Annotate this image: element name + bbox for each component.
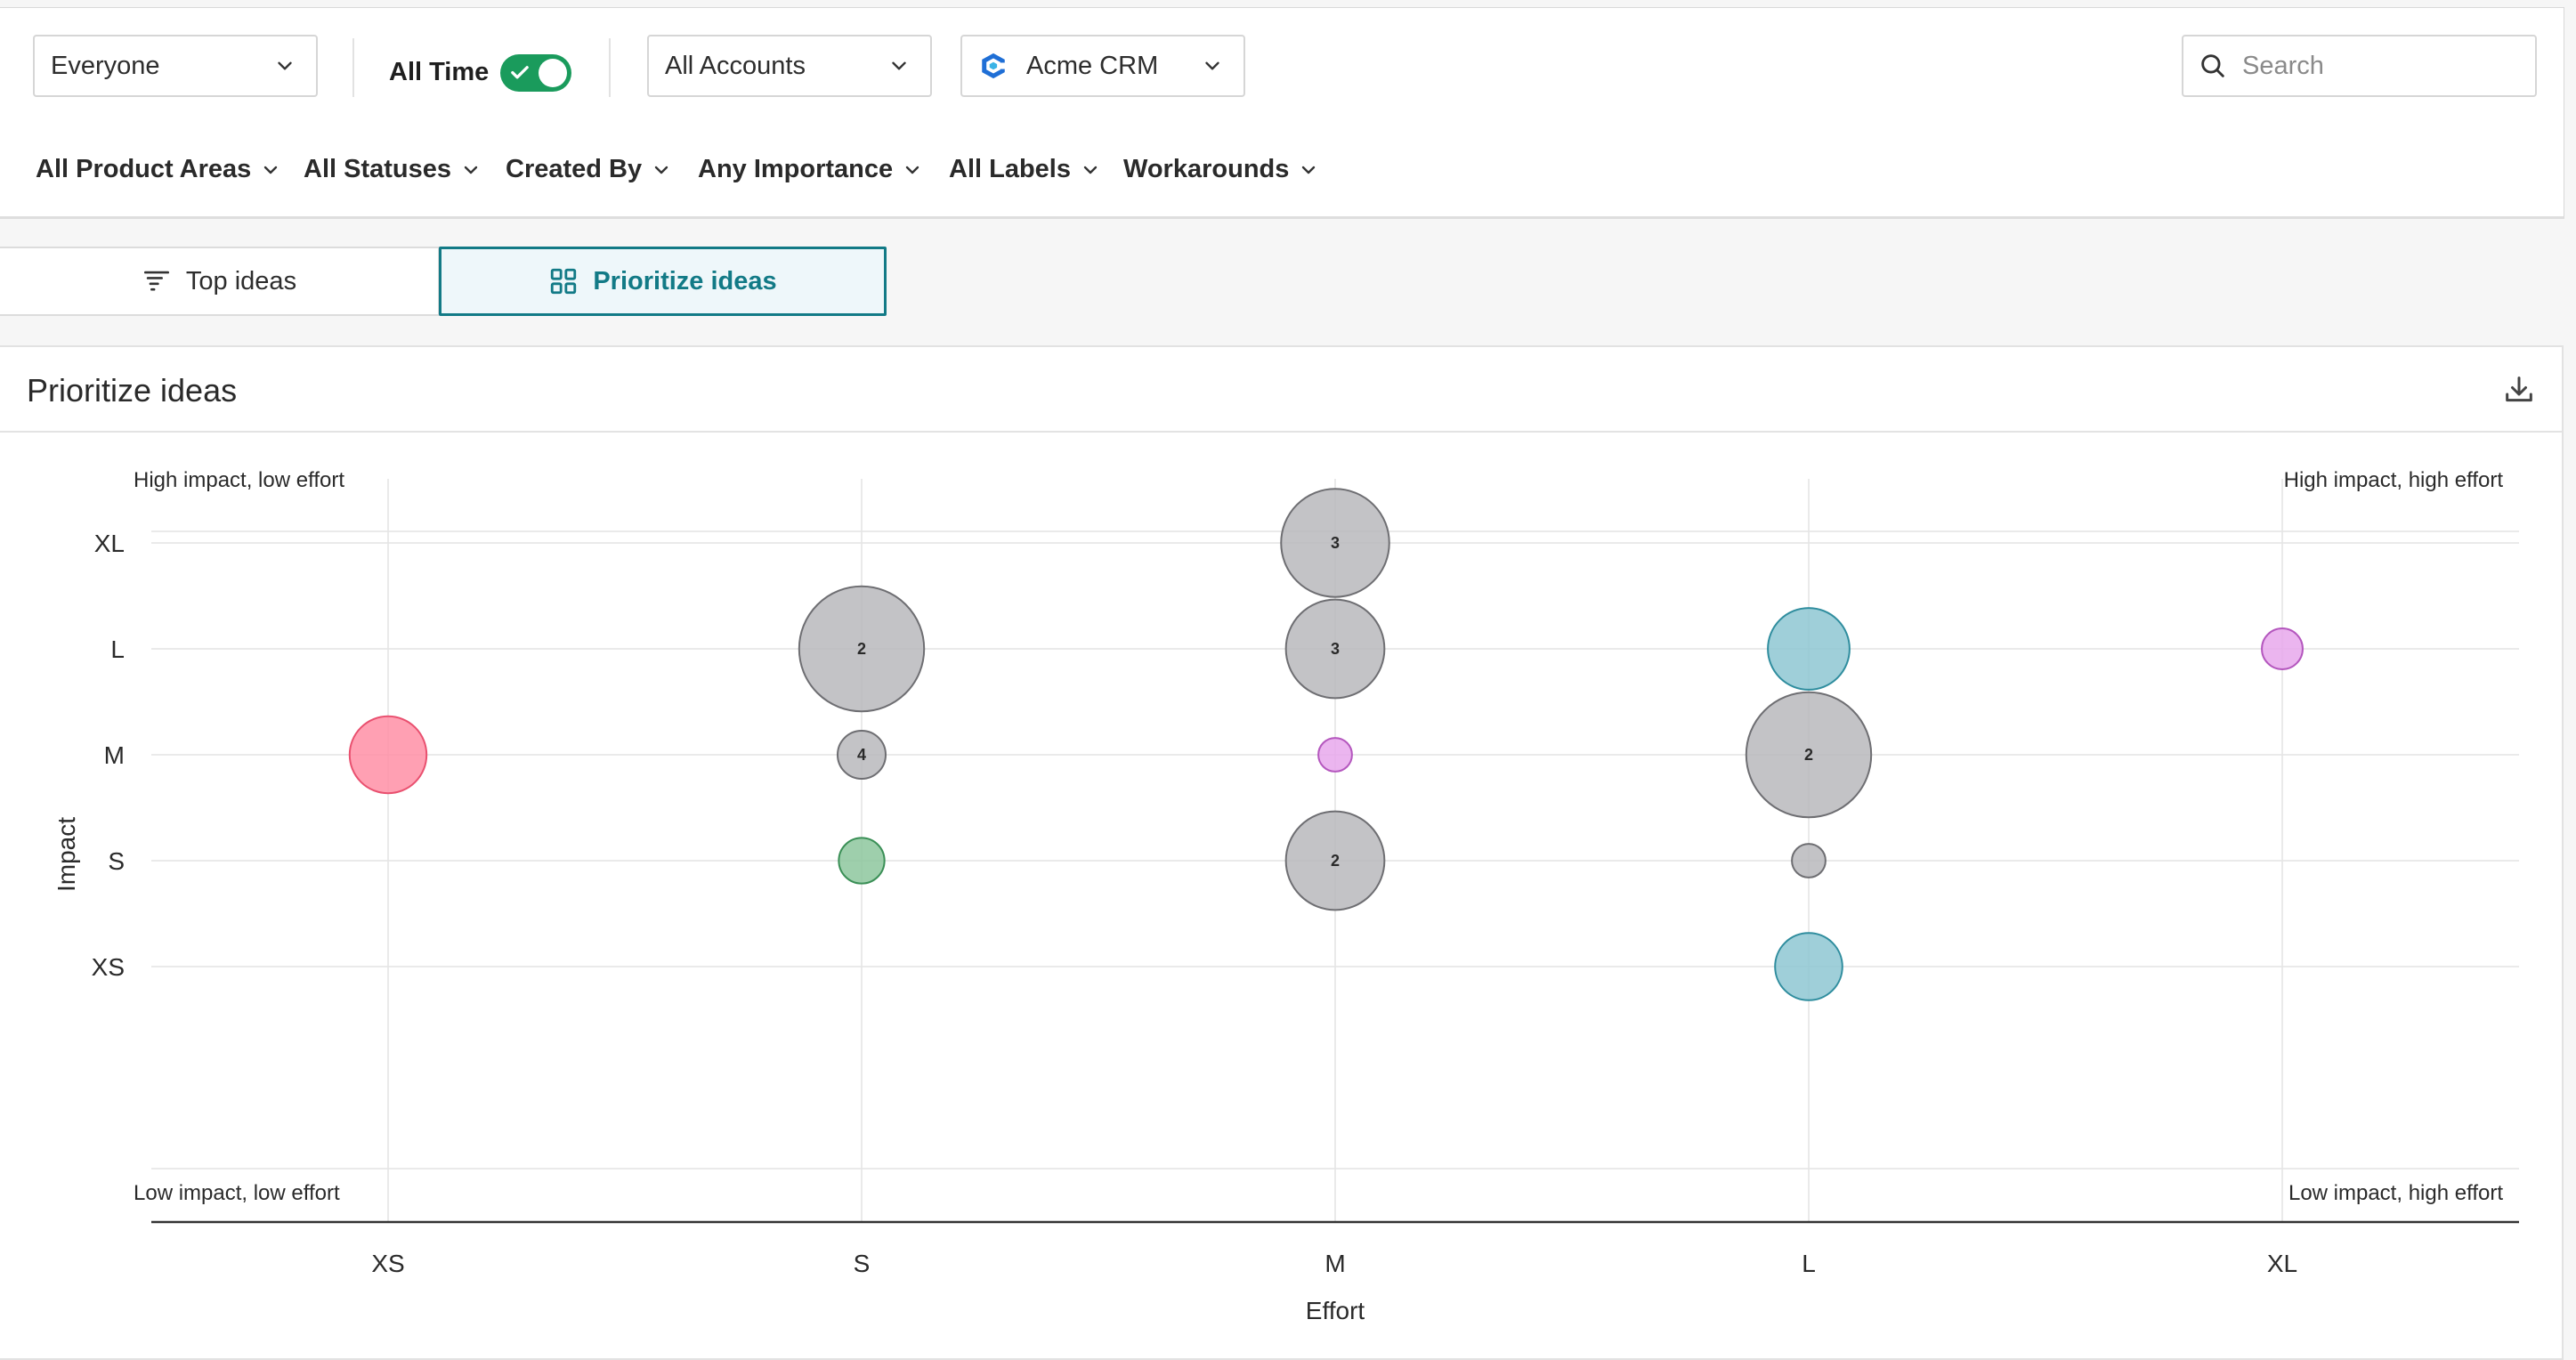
bubble-count-label: 2 — [1331, 852, 1340, 870]
search-icon — [2201, 54, 2224, 77]
crm-logo-icon — [982, 53, 1007, 79]
chevron-down-icon — [892, 61, 906, 70]
y-tick-label: M — [104, 741, 125, 769]
chevron-down-icon — [278, 61, 292, 70]
quadrant-label-top-left: High impact, low effort — [134, 468, 344, 492]
people-select-value: Everyone — [51, 51, 160, 80]
filter-product-areas[interactable]: All Product Areas — [36, 155, 281, 184]
people-select[interactable]: Everyone — [33, 35, 318, 97]
prioritize-card: Prioritize ideas XS S M L XL XS S M L XL Effort Imp… — [0, 345, 2564, 1360]
tab-prioritize-ideas[interactable]: Prioritize ideas — [439, 247, 887, 316]
filter-label: All Statuses — [304, 155, 451, 183]
bubble — [1284, 810, 1386, 911]
bubble — [1317, 737, 1353, 773]
y-tick-label: XL — [94, 530, 125, 557]
bubble — [1280, 488, 1390, 598]
sort-list-icon — [143, 271, 169, 291]
chevron-down-icon — [464, 166, 478, 174]
bubble — [2261, 627, 2304, 670]
chevron-down-icon — [905, 166, 919, 174]
quadrant-label-bottom-left: Low impact, low effort — [134, 1181, 340, 1205]
toggle-knob — [539, 59, 567, 87]
x-axis-label: Effort — [1306, 1297, 1365, 1324]
card-header: Prioritize ideas — [0, 347, 2562, 433]
grid-icon — [551, 268, 577, 295]
crm-select-value: Acme CRM — [1026, 51, 1159, 80]
filter-label: Workarounds — [1123, 155, 1290, 183]
filter-labels[interactable]: All Labels — [949, 155, 1101, 184]
filter-label: All Labels — [949, 155, 1071, 183]
bubble-count-label: 2 — [1804, 746, 1813, 764]
search-box[interactable] — [2182, 35, 2537, 97]
crm-select[interactable]: Acme CRM — [960, 35, 1245, 97]
x-tick-label: XS — [371, 1250, 404, 1277]
bubble — [1791, 843, 1827, 878]
toolbar-divider — [609, 38, 611, 97]
download-icon[interactable] — [2501, 372, 2537, 408]
filter-created-by[interactable]: Created By — [506, 155, 672, 184]
x-tick-label: L — [1802, 1250, 1816, 1277]
chevron-down-icon — [654, 166, 668, 174]
bubble-count-label: 3 — [1331, 640, 1340, 658]
quadrant-label-top-right: High impact, high effort — [2284, 468, 2504, 492]
toolbar-divider — [352, 38, 354, 97]
filter-label: Any Importance — [698, 155, 894, 183]
bubble-count-label: 4 — [857, 746, 866, 764]
prioritize-chart: XS S M L XL XS S M L XL Effort Impact High impact, l… — [53, 468, 2519, 1324]
bubble-count-label: 3 — [1331, 534, 1340, 552]
filter-bar: All Product Areas All Statuses Created B… — [0, 125, 2564, 219]
x-tick-label: XL — [2267, 1250, 2297, 1277]
bubble — [1745, 691, 1873, 819]
search-input[interactable] — [2240, 50, 2529, 82]
y-tick-label: S — [108, 847, 125, 875]
bubble — [1767, 607, 1851, 691]
bubble-count-label: 2 — [857, 640, 866, 658]
chevron-down-icon — [1205, 61, 1219, 70]
accounts-select[interactable]: All Accounts — [647, 35, 932, 97]
bubble — [838, 837, 886, 885]
bubble — [348, 715, 428, 795]
bubble — [798, 585, 926, 713]
bubble — [1284, 598, 1386, 700]
chevron-down-icon — [1083, 166, 1098, 174]
filter-workarounds[interactable]: Workarounds — [1123, 155, 1319, 184]
accounts-select-value: All Accounts — [665, 51, 806, 80]
quadrant-label-bottom-right: Low impact, high effort — [2288, 1181, 2503, 1205]
y-tick-label: L — [110, 635, 125, 663]
y-tick-label: XS — [92, 953, 125, 981]
tab-prioritize-ideas-label: Prioritize ideas — [593, 266, 777, 295]
bubble — [1774, 932, 1843, 1001]
filter-importance[interactable]: Any Importance — [698, 155, 923, 184]
all-time-toggle[interactable] — [500, 54, 571, 92]
x-tick-label: S — [854, 1250, 871, 1277]
filter-label: Created By — [506, 155, 643, 183]
all-time-label: All Time — [389, 58, 490, 86]
top-toolbar: Everyone All Time All Accounts Acme CRM — [0, 7, 2564, 126]
chevron-down-icon — [1302, 166, 1316, 174]
y-axis-label: Impact — [53, 817, 80, 892]
chevron-down-icon — [264, 166, 278, 174]
tab-top-ideas[interactable]: Top ideas — [0, 247, 440, 316]
filter-statuses[interactable]: All Statuses — [304, 155, 482, 184]
card-title: Prioritize ideas — [27, 372, 238, 409]
filter-label: All Product Areas — [36, 155, 252, 183]
tab-top-ideas-label: Top ideas — [185, 266, 297, 295]
x-tick-label: M — [1324, 1250, 1345, 1277]
check-icon — [511, 66, 529, 79]
bubble — [837, 730, 887, 780]
